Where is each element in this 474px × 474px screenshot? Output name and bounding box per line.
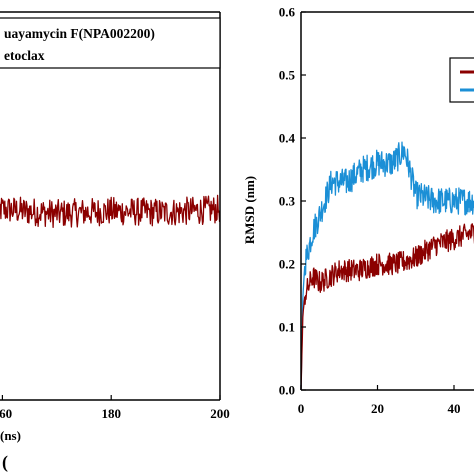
- right-y-tick-label: 0.5: [279, 68, 296, 83]
- right-series-1-line: [300, 223, 474, 391]
- right-y-axis-title: RMSD (nm): [242, 176, 257, 244]
- left-x-axis-title: (ns): [0, 428, 21, 443]
- right-y-tick-label: 0.0: [279, 383, 295, 398]
- left-legend-label-2: etoclax: [4, 48, 45, 63]
- right-y-tick-label: 0.4: [279, 131, 296, 146]
- right-x-tick-label: 20: [371, 401, 384, 416]
- left-chart-panel: 0120140160180200 (ns) ( uayamycin F(NPA0…: [0, 11, 230, 473]
- left-legend: uayamycin F(NPA002200) etoclax: [0, 17, 221, 69]
- left-x-tick-label: 200: [210, 406, 230, 421]
- right-y-tick-label: 0.3: [279, 194, 296, 209]
- right-y-tick-label: 0.6: [279, 5, 296, 20]
- right-legend-box: [449, 57, 474, 103]
- left-series-1-line: [0, 194, 221, 228]
- right-x-tick-label: 40: [448, 401, 461, 416]
- left-legend-box: [0, 17, 221, 69]
- right-x-tick-label: 0: [298, 401, 305, 416]
- left-panel-letter: (: [2, 452, 8, 473]
- left-axes-frame: [0, 11, 221, 401]
- right-y-tick-label: 0.2: [279, 257, 295, 272]
- left-x-tick-label: 180: [101, 406, 121, 421]
- right-legend: [449, 57, 474, 103]
- right-y-tick-labels: 0.0 0.1 0.2 0.3 0.4 0.5 0.6: [279, 5, 306, 398]
- right-y-tick-label: 0.1: [279, 320, 295, 335]
- right-series-2-line: [300, 141, 474, 391]
- right-series-lines: [300, 141, 474, 391]
- right-chart-panel: 0.00.10.20.30.40.50.6 0204060 RMSD (nm): [242, 5, 474, 416]
- left-x-tick-labels: 0120140160180200: [0, 395, 230, 421]
- left-x-tick-label: 160: [0, 406, 12, 421]
- left-legend-label-1: uayamycin F(NPA002200): [4, 26, 155, 41]
- left-series-lines: [0, 194, 221, 228]
- right-x-tick-labels: 0204060: [298, 385, 461, 416]
